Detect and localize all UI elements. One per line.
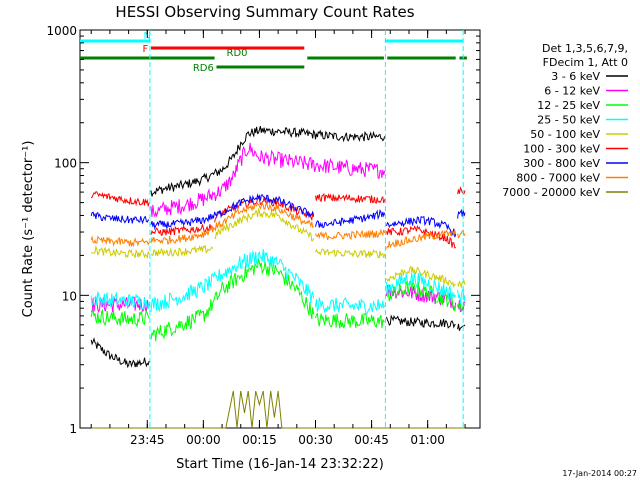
legend-label-6-12-kev: 6 - 12 keV	[544, 85, 600, 98]
series-line-7000-20000-kev-0	[91, 390, 465, 429]
plot-frame	[79, 29, 481, 429]
series-line-25-50-kev-0	[90, 290, 150, 310]
series-line-3-6-kev-0	[90, 337, 150, 369]
legend-label-800-7000-kev: 800 - 7000 keV	[516, 172, 600, 185]
series-line-12-25-kev-2	[315, 312, 385, 329]
series-line-6-12-kev-1	[150, 142, 386, 218]
chart-title: HESSI Observing Summary Count Rates	[115, 3, 414, 21]
x-tick-label-00-30: 00:30	[298, 433, 333, 447]
x-tick-label-01-00: 01:00	[410, 433, 445, 447]
series-line-300-800-kev-0	[90, 211, 150, 225]
series-line-100-300-kev-3	[315, 192, 386, 204]
legend-label-7000-20000-kev: 7000 - 20000 keV	[502, 186, 600, 199]
series-line-800-7000-kev-1	[150, 202, 314, 245]
flag-label-f: F	[143, 44, 149, 55]
legend-label-100-300-kev: 100 - 300 keV	[523, 143, 600, 156]
series-line-800-7000-kev-0	[90, 235, 150, 248]
series-line-300-800-kev-2	[315, 209, 386, 229]
series-line-800-7000-kev-3	[386, 229, 457, 249]
flag-label-rd6: RD6	[193, 63, 214, 74]
x-tick-label-23-45: 23:45	[130, 433, 165, 447]
legend-header-0: Det 1,3,5,6,7,9,	[542, 42, 628, 55]
series-line-100-300-kev-4	[386, 224, 456, 249]
series-line-800-7000-kev-2	[315, 228, 386, 241]
flag-label-rd0: RD0	[227, 48, 248, 59]
legend-header-1: FDecim 1, Att 0	[543, 56, 628, 69]
series-line-100-300-kev-5	[457, 186, 466, 195]
series-line-50-100-kev-1	[150, 244, 214, 257]
y-tick-label-1: 1	[69, 422, 77, 436]
series-line-50-100-kev-4	[386, 265, 456, 289]
series-line-100-300-kev-1	[150, 224, 214, 236]
series-layer	[90, 125, 466, 429]
y-axis-label: Count Rate (s⁻¹ detector⁻¹)	[21, 141, 36, 318]
series-line-25-50-kev-2	[315, 296, 386, 315]
series-line-300-800-kev-1	[150, 193, 315, 231]
series-line-300-800-kev-4	[457, 208, 466, 219]
x-tick-label-00-15: 00:15	[242, 433, 277, 447]
series-line-25-50-kev-4	[457, 287, 466, 304]
legend: Det 1,3,5,6,7,9,FDecim 1, Att 03 - 6 keV…	[502, 42, 628, 199]
x-axis-label: Start Time (16-Jan-14 23:32:22)	[176, 457, 384, 472]
legend-label-300-800-kev: 300 - 800 keV	[523, 157, 600, 170]
y-tick-label-10: 10	[62, 289, 77, 303]
series-line-50-100-kev-0	[90, 245, 150, 260]
series-line-3-6-kev-2	[386, 314, 456, 329]
series-line-50-100-kev-2	[214, 207, 315, 242]
night-boundaries	[149, 30, 464, 428]
x-tick-label-00-45: 00:45	[354, 433, 389, 447]
series-line-3-6-kev-3	[457, 323, 466, 331]
series-line-50-100-kev-3	[315, 248, 386, 259]
axes: 23:45 00:00 00:15 00:30 00:45 01:00 1 10 100 1000	[46, 24, 480, 447]
legend-label-25-50-kev: 25 - 50 keV	[537, 114, 600, 127]
y-tick-label-1000: 1000	[46, 24, 77, 38]
legend-label-3-6-kev: 3 - 6 keV	[551, 70, 600, 83]
series-line-25-50-kev-1	[150, 248, 315, 313]
series-line-6-12-kev-2	[386, 284, 457, 311]
footer-date: 17-Jan-2014 00:27	[562, 469, 637, 478]
series-line-800-7000-kev-4	[457, 229, 466, 239]
series-line-100-300-kev-0	[90, 191, 150, 207]
legend-label-50-100-kev: 50 - 100 keV	[530, 128, 600, 141]
flag-bars: NFRD0RD6	[80, 31, 467, 74]
series-line-12-25-kev-1	[150, 258, 315, 342]
x-tick-label-00-00: 00:00	[186, 433, 221, 447]
series-line-3-6-kev-1	[150, 125, 386, 197]
series-line-12-25-kev-4	[457, 299, 466, 313]
series-line-300-800-kev-3	[386, 215, 457, 238]
series-line-50-100-kev-5	[457, 280, 466, 288]
series-line-12-25-kev-0	[90, 308, 150, 329]
y-tick-label-100: 100	[54, 157, 77, 171]
legend-label-12-25-kev: 12 - 25 keV	[537, 99, 600, 112]
